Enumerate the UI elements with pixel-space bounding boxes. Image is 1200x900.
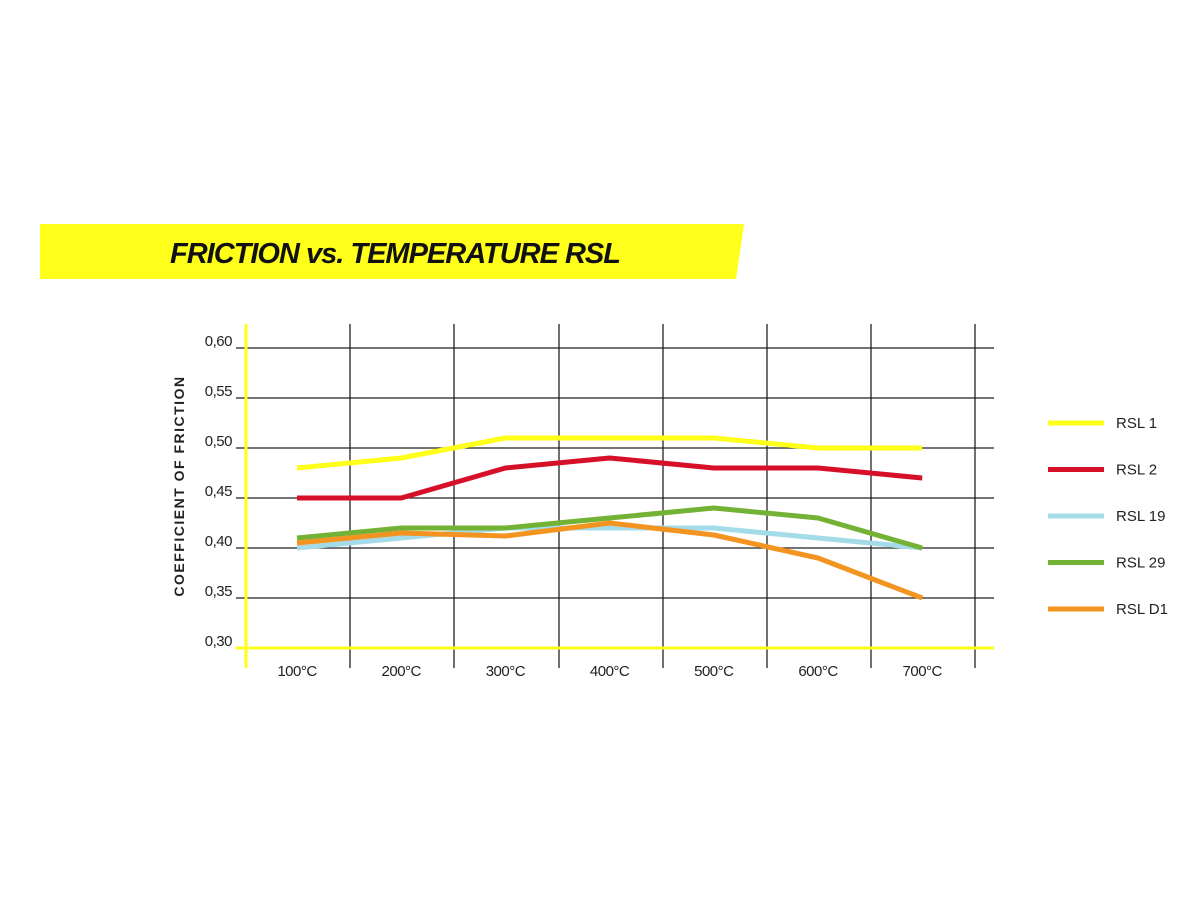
y-tick-label: 0,45 [205, 483, 232, 500]
series-line-rsl-d1 [296, 520, 924, 601]
y-tick-label: 0,30 [205, 633, 232, 650]
plot-axes [236, 324, 994, 668]
legend-label: RSL D1 [1116, 601, 1168, 618]
x-tick-label: 100°C [277, 663, 317, 680]
y-tick-label: 0,40 [205, 533, 232, 550]
y-tick-label: 0,50 [205, 433, 232, 450]
chart-title: FRICTION vs. TEMPERATURE RSL [170, 238, 620, 270]
y-axis-label: COEFFICIENT OF FRICTION [171, 375, 187, 596]
legend-label: RSL 19 [1116, 508, 1165, 525]
series-line-rsl-1 [296, 435, 923, 471]
legend-label: RSL 2 [1116, 462, 1157, 479]
series-lines [296, 435, 924, 601]
x-tick-label: 300°C [486, 663, 526, 680]
legend-label: RSL 29 [1116, 555, 1165, 572]
x-tick-label: 700°C [903, 663, 943, 680]
x-tick-label: 600°C [798, 663, 838, 680]
x-tick-label: 400°C [590, 663, 630, 680]
legend: RSL 1 RSL 2 RSL 19 RSL 29 RSL D1 [1048, 415, 1168, 618]
x-tick-label: 500°C [694, 663, 734, 680]
y-tick-label: 0,60 [205, 333, 232, 350]
title-banner [40, 224, 744, 279]
tick-labels: 0,30 0,35 0,40 0,45 0,50 0,55 0,60 100°C 200°C 30… [205, 333, 943, 680]
series-line-rsl-2 [297, 455, 923, 501]
y-tick-label: 0,55 [205, 383, 232, 400]
legend-label: RSL 1 [1116, 415, 1157, 432]
x-tick-label: 200°C [382, 663, 422, 680]
series-line-rsl-19 [296, 525, 923, 551]
series-line-rsl-29 [296, 505, 923, 551]
y-tick-label: 0,35 [205, 583, 232, 600]
